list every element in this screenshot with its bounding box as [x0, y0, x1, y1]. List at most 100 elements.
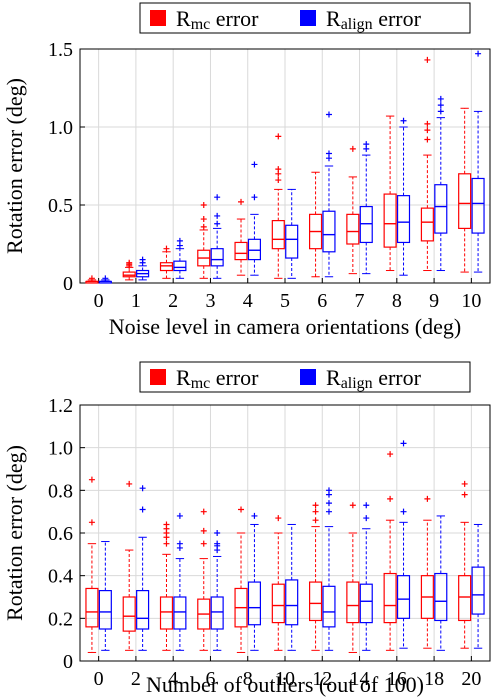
- outlier-point: [200, 202, 207, 208]
- outlier-point: [349, 502, 356, 509]
- box-iqr: [159, 596, 174, 630]
- y-tick-label: 0.6: [48, 523, 73, 545]
- box-mc: [458, 107, 472, 273]
- outlier-point: [275, 177, 282, 184]
- box-align: [173, 512, 187, 651]
- box-align: [285, 188, 299, 279]
- x-tick-label: 6: [317, 290, 327, 312]
- outlier-point: [163, 245, 170, 252]
- outlier-point: [325, 500, 332, 507]
- x-tick-label: 12: [312, 668, 332, 690]
- x-tick-label: 2: [131, 668, 141, 690]
- x-tick-label: 8: [392, 290, 402, 312]
- legend-swatch: [300, 10, 316, 26]
- box-iqr: [383, 572, 397, 624]
- y-tick-label: 1.5: [48, 39, 73, 61]
- outlier-point: [214, 530, 221, 536]
- outlier-point: [325, 508, 332, 515]
- y-tick-label: 0.8: [48, 480, 73, 502]
- box-mc: [122, 259, 136, 281]
- box-iqr: [247, 238, 262, 261]
- box-mc: [85, 275, 99, 284]
- box-align: [247, 161, 262, 276]
- outlier-point: [424, 136, 431, 143]
- box-align: [98, 275, 112, 284]
- box-iqr: [322, 585, 336, 628]
- box-mc: [346, 502, 360, 653]
- box-iqr: [98, 589, 112, 630]
- x-tick-label: 16: [387, 668, 407, 690]
- box-iqr: [234, 241, 248, 261]
- box-align: [396, 440, 411, 649]
- outlier-point: [200, 540, 207, 547]
- box-mc: [85, 476, 99, 653]
- outlier-point: [139, 485, 146, 492]
- outlier-point: [200, 527, 207, 534]
- legend-label: Ralign error: [326, 6, 422, 33]
- box-align: [396, 117, 411, 276]
- outlier-point: [312, 508, 319, 515]
- box-align: [98, 541, 112, 651]
- box-iqr: [396, 575, 411, 619]
- outlier-point: [200, 216, 207, 223]
- outlier-point: [437, 102, 444, 109]
- x-tick-label: 5: [280, 290, 290, 312]
- outlier-point: [400, 508, 407, 515]
- outlier-point: [325, 150, 332, 157]
- x-tick-label: 8: [243, 668, 253, 690]
- x-tick-label: 18: [424, 668, 444, 690]
- y-tick-label: 1.0: [48, 438, 73, 460]
- y-tick-label: 0.2: [48, 608, 73, 630]
- box-iqr: [247, 581, 262, 626]
- outlier-point: [102, 275, 109, 282]
- outlier-point: [139, 506, 146, 513]
- box-align: [359, 141, 373, 275]
- box-iqr: [173, 596, 187, 630]
- outlier-point: [400, 117, 407, 124]
- outlier-point: [238, 198, 245, 205]
- outlier-point: [387, 495, 394, 502]
- legend: Rmc error Ralign error: [139, 361, 471, 393]
- box-align: [322, 111, 336, 278]
- outlier-point: [163, 521, 170, 528]
- box-align: [136, 256, 150, 281]
- outlier-point: [238, 506, 245, 513]
- outlier-point: [176, 540, 183, 547]
- box-mc: [309, 171, 323, 278]
- outlier-point: [176, 512, 183, 519]
- outlier-point: [424, 120, 431, 127]
- legend-label: Rmc error: [176, 365, 259, 392]
- legend: Rmc error Ralign error: [139, 2, 471, 34]
- chart-2: 0 0.2 0.4 0.6 0.8 1.0 1.2 0 2 4 6 8 10 12 14 16 18 20 Rota…: [2, 361, 491, 697]
- outlier-point: [475, 50, 482, 57]
- y-tick-label: 0: [63, 651, 73, 673]
- box-iqr: [271, 220, 285, 250]
- box-iqr: [136, 589, 150, 630]
- box-align: [285, 523, 299, 651]
- box-iqr: [346, 213, 360, 245]
- box-iqr: [346, 581, 360, 624]
- box-mc: [159, 521, 174, 651]
- box-align: [210, 194, 224, 279]
- box-iqr: [396, 195, 411, 244]
- box-mc: [383, 451, 397, 651]
- outlier-point: [461, 480, 468, 487]
- x-tick-label: 6: [205, 668, 215, 690]
- outlier-point: [126, 259, 133, 266]
- outlier-point: [275, 133, 282, 140]
- box-iqr: [458, 575, 472, 622]
- box-mc: [458, 480, 472, 649]
- box-mc: [383, 115, 397, 272]
- outlier-point: [437, 95, 444, 102]
- outlier-point: [88, 275, 95, 282]
- box-mc: [122, 480, 136, 651]
- box-mc: [420, 56, 434, 272]
- outlier-point: [325, 487, 332, 494]
- x-tick-label: 20: [461, 668, 481, 690]
- box-iqr: [159, 262, 174, 272]
- legend-swatch: [150, 369, 166, 385]
- box-mc: [309, 502, 323, 651]
- y-tick-label: 0.5: [48, 195, 73, 217]
- outlier-point: [312, 502, 319, 509]
- x-tick-label: 14: [350, 668, 370, 690]
